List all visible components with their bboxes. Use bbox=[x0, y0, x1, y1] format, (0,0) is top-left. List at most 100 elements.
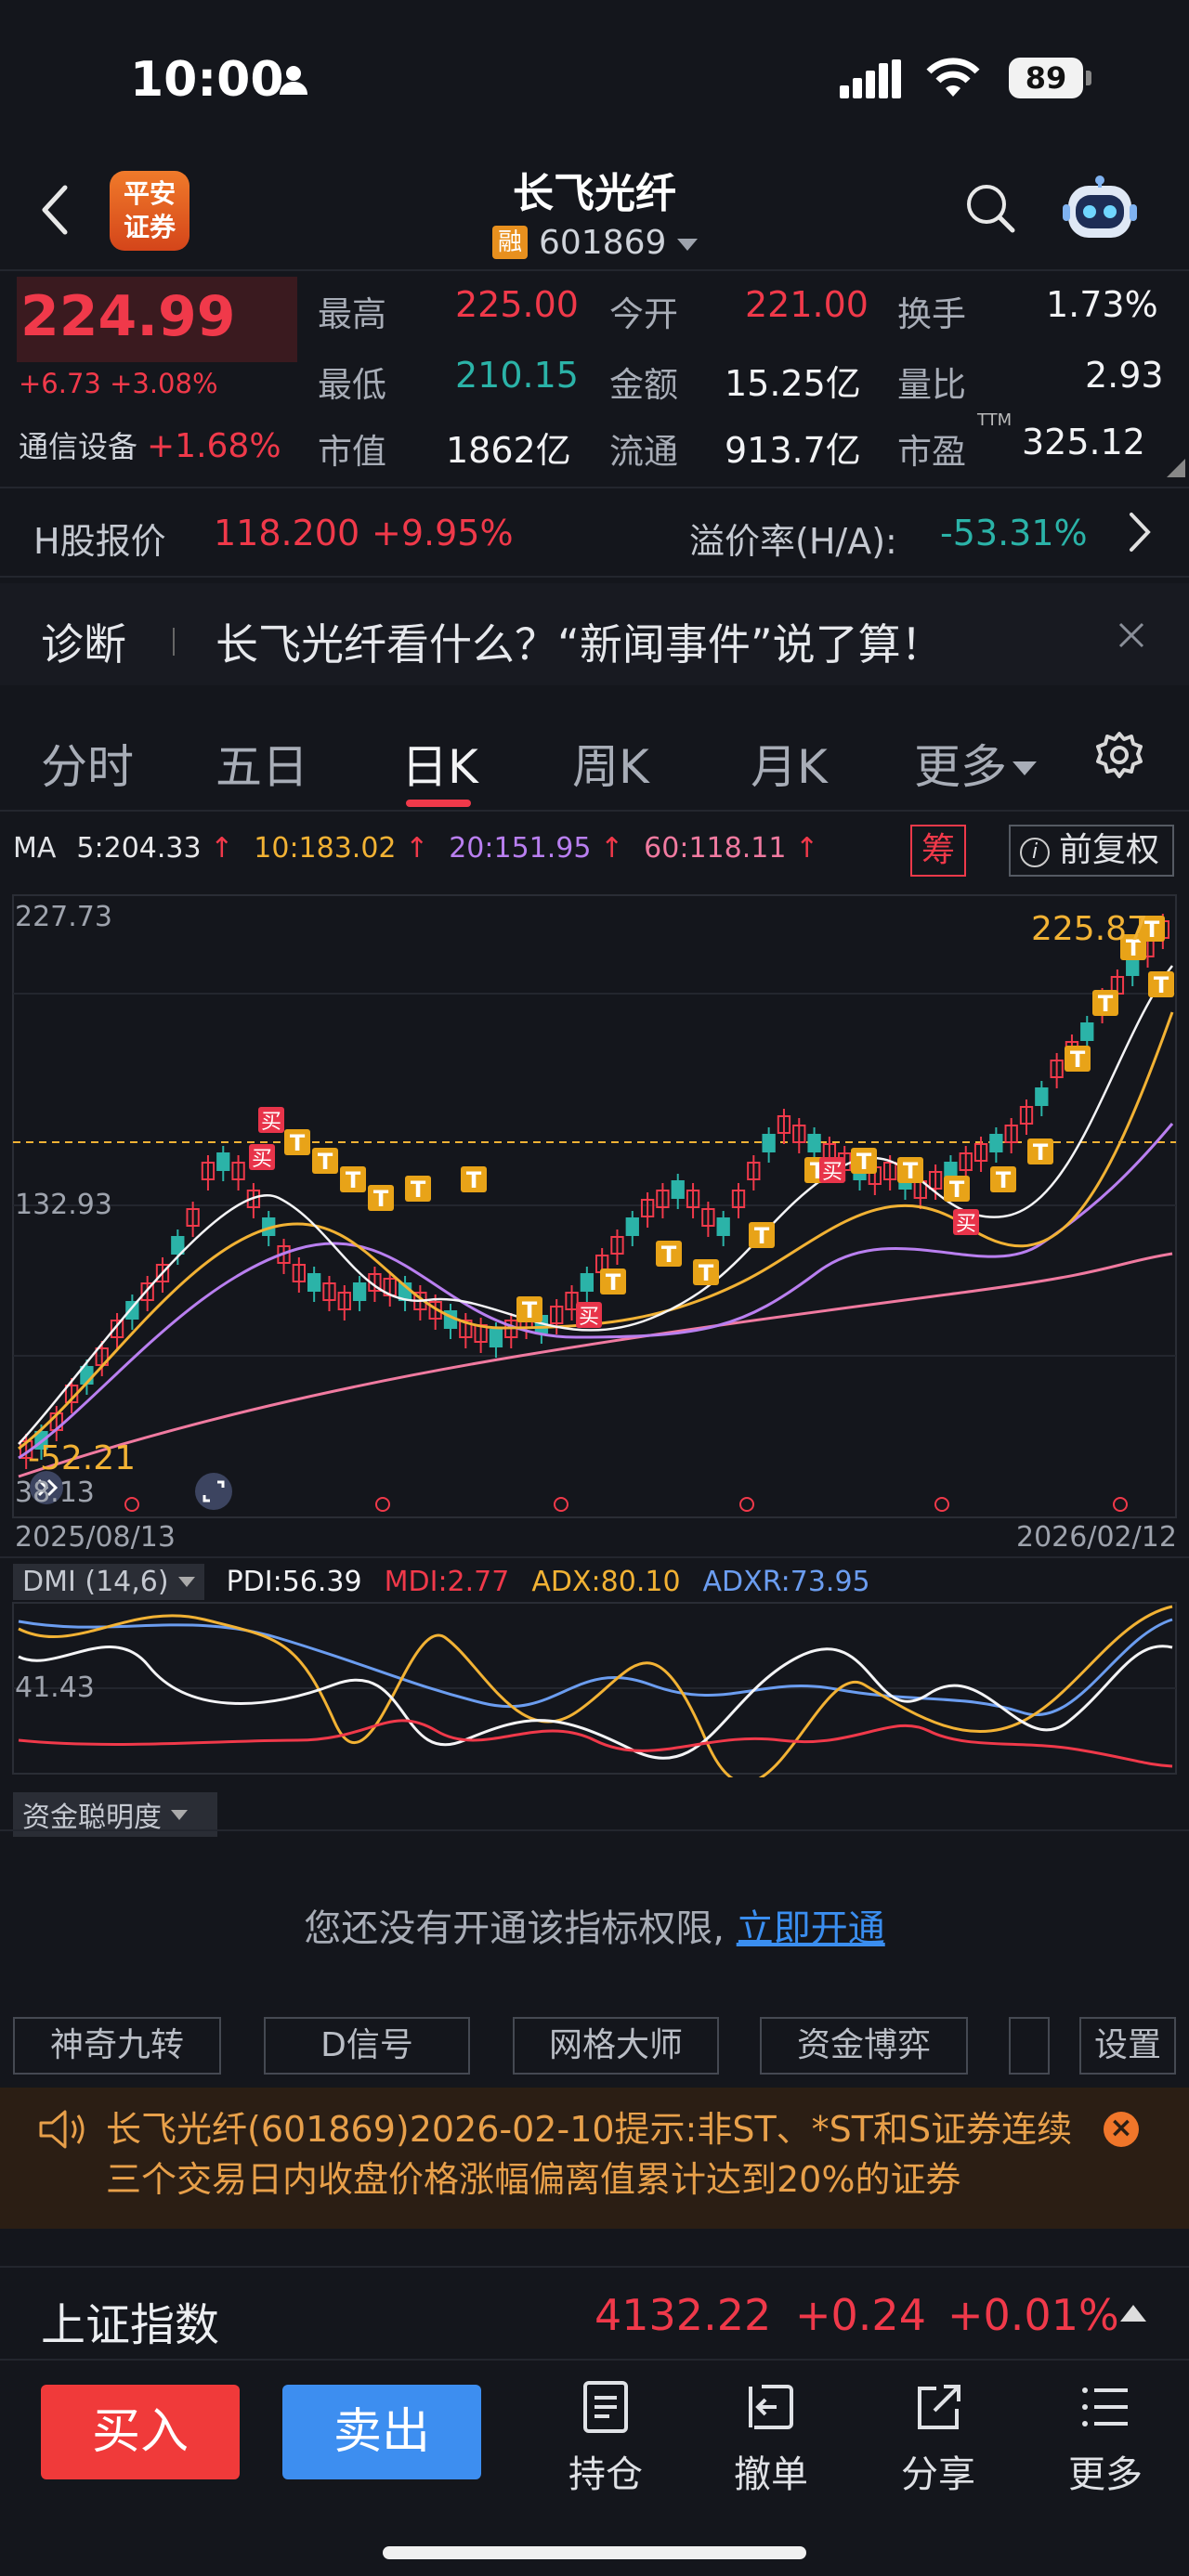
current-price: 224.99 bbox=[20, 284, 236, 349]
chip-distribution-button[interactable]: 筹 bbox=[910, 825, 966, 877]
tab-weekly-k[interactable]: 周K bbox=[572, 740, 649, 794]
dmi-divider bbox=[0, 1556, 1189, 1558]
indicator-settings-button[interactable]: 设置 bbox=[1079, 2017, 1176, 2075]
candle-body bbox=[1035, 1087, 1049, 1106]
adjust-mode-button[interactable]: i 前复权 bbox=[1009, 825, 1174, 877]
battery-tip bbox=[1086, 71, 1091, 85]
pe-label: 市盈 bbox=[897, 432, 966, 472]
chevron-down-icon bbox=[677, 238, 699, 251]
t-mark-label: T bbox=[318, 1149, 333, 1175]
bottom-action-bar: 买入 卖出 持仓 撤单 分享 更多 bbox=[0, 2359, 1189, 2576]
status-bar: 10:00 89 bbox=[0, 0, 1189, 158]
cancel-order-button[interactable]: 撤单 bbox=[715, 2379, 827, 2498]
notice-text: 长飞光纤(601869)2026-02-10提示:非ST、*ST和S证券连续三个… bbox=[106, 2109, 1073, 2200]
diagnosis-banner[interactable]: 诊断 长飞光纤看什么？“新闻事件”说了算！ bbox=[0, 583, 1189, 685]
candle-body bbox=[656, 1190, 670, 1208]
h-share-price: 118.200 bbox=[214, 513, 360, 553]
share-button[interactable]: 分享 bbox=[882, 2379, 994, 2498]
t-mark bbox=[340, 1166, 366, 1192]
header-divider bbox=[0, 269, 1189, 271]
more-icon bbox=[1082, 2387, 1128, 2426]
open-permission-link[interactable]: 立即开通 bbox=[736, 1907, 885, 1950]
t-mark bbox=[461, 1166, 487, 1192]
candle-body bbox=[231, 1162, 245, 1180]
adx-value: ADX:80.10 bbox=[531, 1565, 681, 1598]
close-icon[interactable] bbox=[1117, 620, 1146, 650]
holdings-button[interactable]: 持仓 bbox=[550, 2379, 661, 2498]
t-mark-label: T bbox=[949, 1177, 965, 1203]
adxr-line bbox=[18, 1618, 1173, 1716]
ma20-line bbox=[18, 1123, 1174, 1460]
back-arrow-icon[interactable] bbox=[37, 182, 74, 238]
diagnosis-separator bbox=[173, 628, 175, 656]
home-indicator[interactable] bbox=[383, 2546, 806, 2559]
candle-body bbox=[959, 1152, 973, 1171]
search-icon[interactable] bbox=[964, 182, 1016, 234]
float-cap-value: 913.7亿 bbox=[725, 430, 861, 471]
double-chevron-icon[interactable] bbox=[37, 1478, 59, 1497]
t-mark bbox=[312, 1148, 338, 1174]
tab-intraday[interactable]: 分时 bbox=[41, 740, 134, 794]
dmi-selector[interactable]: DMI (14,6) bbox=[13, 1563, 204, 1600]
active-tab-indicator bbox=[406, 800, 471, 807]
expand-up-icon[interactable] bbox=[1120, 2305, 1146, 2322]
t-mark-label: T bbox=[996, 1167, 1012, 1193]
date-end: 2026/02/12 bbox=[1016, 1521, 1177, 1554]
candle-body bbox=[792, 1125, 806, 1143]
gear-icon[interactable] bbox=[1094, 730, 1144, 780]
candle-body bbox=[580, 1273, 594, 1292]
share-label: 分享 bbox=[901, 2453, 975, 2496]
fullscreen-button-bg bbox=[195, 1473, 232, 1510]
ma-title: MA bbox=[13, 832, 57, 865]
status-time: 10:00 bbox=[130, 52, 284, 108]
t-mark bbox=[516, 1296, 542, 1322]
sector-info[interactable]: 通信设备 +1.68% bbox=[19, 423, 281, 466]
tab-monthly-k[interactable]: 月K bbox=[751, 740, 828, 794]
notice-banner[interactable]: 长飞光纤(601869)2026-02-10提示:非ST、*ST和S证券连续三个… bbox=[0, 2088, 1189, 2229]
indicator-btn-d-signal[interactable]: D信号 bbox=[264, 2017, 470, 2075]
t-mark-label: T bbox=[903, 1158, 919, 1184]
tab-more[interactable]: 更多 bbox=[914, 730, 1037, 797]
t-mark-label: T bbox=[754, 1223, 770, 1249]
index-ticker[interactable]: 上证指数 4132.22 +0.24 +0.01% bbox=[0, 2266, 1189, 2359]
t-mark-label: T bbox=[661, 1242, 677, 1268]
more-button[interactable]: 更多 bbox=[1050, 2379, 1161, 2498]
sell-button[interactable]: 卖出 bbox=[282, 2385, 481, 2479]
tab-daily-k[interactable]: 日K bbox=[401, 740, 478, 794]
sector-change: +1.68% bbox=[147, 427, 281, 465]
t-mark bbox=[1065, 1046, 1091, 1072]
stock-code-selector[interactable]: 融 601869 bbox=[492, 221, 699, 264]
broker-logo[interactable]: 平安 证券 bbox=[110, 171, 189, 251]
h-share-row[interactable]: H股报价 118.200 +9.95% 溢价率(H/A): -53.31% bbox=[0, 501, 1189, 566]
indicator-btn-fund-game[interactable]: 资金博弈 bbox=[760, 2017, 968, 2075]
t-mark-label: T bbox=[373, 1186, 389, 1212]
expand-corner-icon[interactable] bbox=[1167, 459, 1185, 477]
stock-code: 601869 bbox=[539, 223, 667, 262]
candle-body bbox=[292, 1264, 306, 1282]
ma-legend[interactable]: MA 5:204.33 ↑ 10:183.02 ↑ 20:151.95 ↑ 60… bbox=[13, 832, 818, 873]
dmi-y-label: 41.43 bbox=[15, 1672, 95, 1704]
tab-five-day[interactable]: 五日 bbox=[216, 740, 308, 794]
candle-body bbox=[731, 1190, 746, 1208]
cancel-order-label: 撤单 bbox=[734, 2453, 808, 2496]
person-icon bbox=[280, 66, 307, 95]
t-mark-label: T bbox=[1144, 917, 1160, 943]
candle-body bbox=[928, 1171, 943, 1190]
chevron-right-icon[interactable] bbox=[1126, 509, 1154, 555]
buy-mark bbox=[249, 1144, 275, 1170]
notice-close-icon[interactable]: × bbox=[1104, 2112, 1139, 2147]
premium-label: 溢价率(H/A): bbox=[689, 521, 897, 562]
dmi-chart[interactable] bbox=[0, 1601, 1189, 1777]
robot-assistant-icon[interactable] bbox=[1063, 175, 1137, 245]
indicator-btn-grid-master[interactable]: 网格大师 bbox=[513, 2017, 719, 2075]
indicator-btn-partial[interactable] bbox=[1009, 2017, 1050, 2075]
fullscreen-icon[interactable] bbox=[203, 1480, 225, 1503]
t-mark-label: T bbox=[699, 1260, 714, 1286]
fund-divider bbox=[0, 1829, 1189, 1831]
t-mark-label: T bbox=[1033, 1139, 1049, 1165]
y-axis-top: 227.73 bbox=[15, 901, 112, 933]
buy-button[interactable]: 买入 bbox=[41, 2385, 240, 2479]
indicator-btn-magic-nine[interactable]: 神奇九转 bbox=[13, 2017, 221, 2075]
